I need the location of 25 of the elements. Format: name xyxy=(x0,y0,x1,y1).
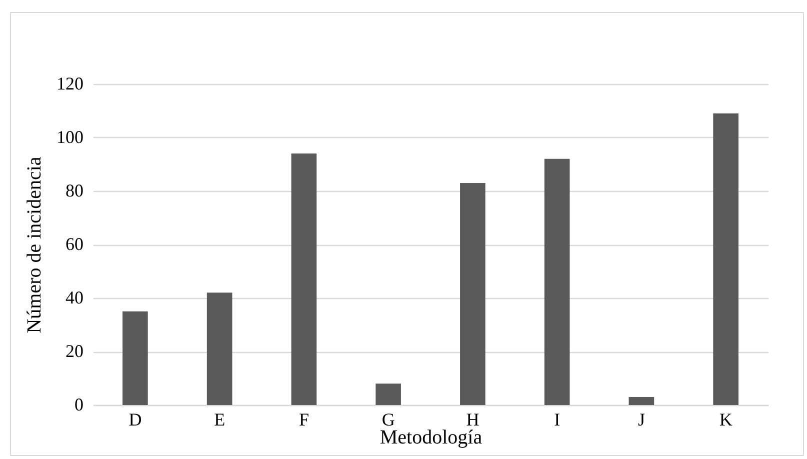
bar xyxy=(628,396,654,405)
y-tick-label: 20 xyxy=(66,341,84,361)
bar xyxy=(122,311,148,405)
x-tick-label: E xyxy=(214,410,226,430)
x-axis-title: Metodología xyxy=(380,426,482,448)
y-axis-title: Número de incidencia xyxy=(24,156,46,334)
x-tick-label: K xyxy=(719,410,732,430)
x-tick-label: J xyxy=(638,410,645,430)
y-tick-label: 120 xyxy=(56,74,84,94)
y-tick-label: 100 xyxy=(56,127,84,147)
x-tick-label: H xyxy=(466,410,480,430)
x-tick-label: G xyxy=(382,410,395,430)
y-tick-label: 80 xyxy=(66,180,84,200)
bar xyxy=(460,182,486,405)
bar xyxy=(376,384,401,405)
x-tick-label: D xyxy=(128,410,142,430)
bar xyxy=(713,113,738,405)
bar xyxy=(291,154,317,405)
y-tick-label: 0 xyxy=(74,394,84,414)
bar xyxy=(206,292,232,405)
y-tick-label: 40 xyxy=(66,288,84,308)
x-tick-label: I xyxy=(554,410,560,430)
y-tick-label: 60 xyxy=(66,234,84,254)
bar xyxy=(544,158,570,405)
x-tick-label: F xyxy=(298,410,309,430)
